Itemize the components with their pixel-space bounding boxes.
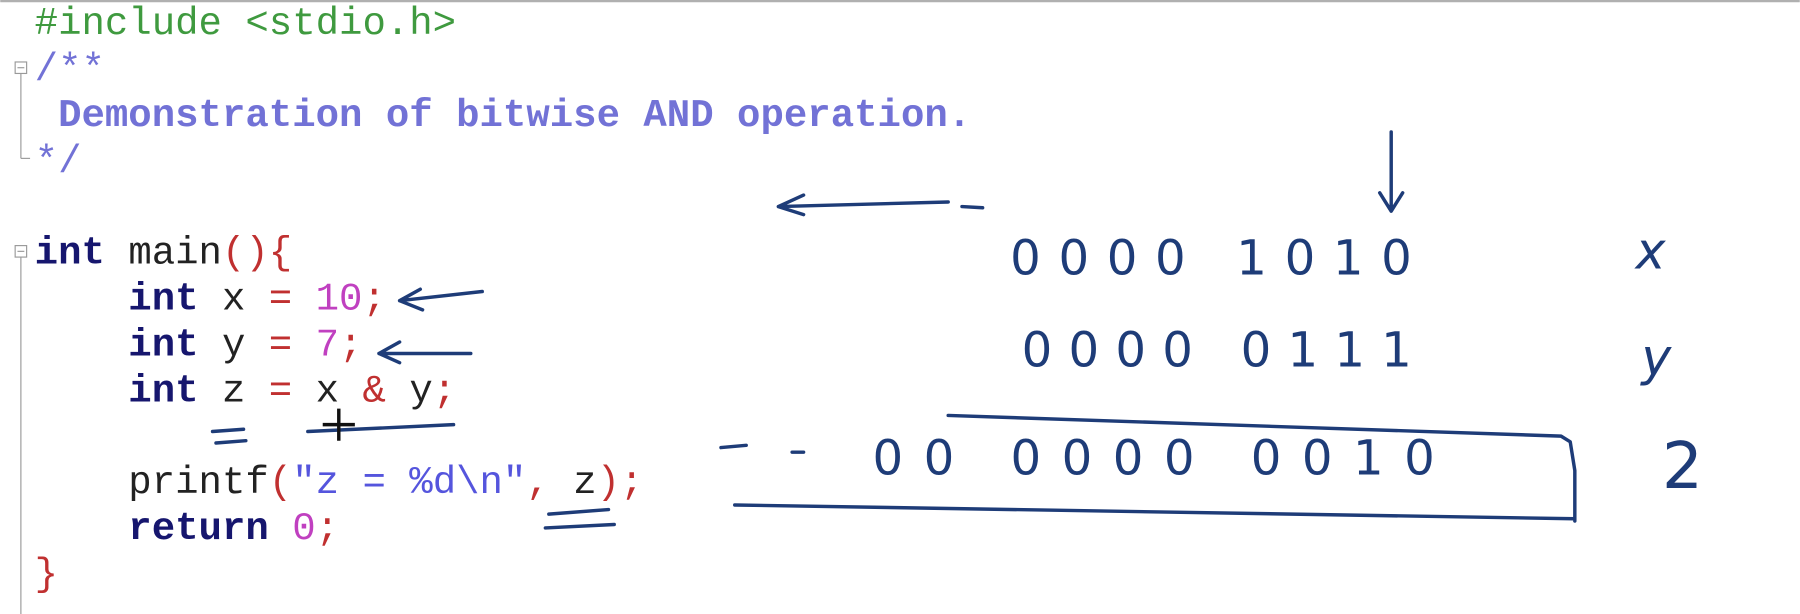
code-token: Demonstration of bitwise AND operation. <box>35 94 972 138</box>
code-token: ; <box>339 324 362 368</box>
code-line: int y = 7; <box>35 324 363 368</box>
code-token: } <box>35 553 58 597</box>
code-token: printf <box>35 461 269 505</box>
code-token: "z = %d\n" <box>292 461 526 505</box>
code-line: */ <box>35 140 82 184</box>
code-token: ; <box>433 370 456 414</box>
underline-expr <box>210 422 456 445</box>
arrow-left <box>776 193 985 217</box>
cursor <box>322 408 355 441</box>
y-bits: 0000 0111 <box>1022 322 1412 378</box>
code-token: ( <box>269 461 292 505</box>
code-token: y <box>199 324 269 368</box>
code-line: int main(){ <box>35 232 293 276</box>
code-token: int <box>35 324 199 368</box>
code-token: z <box>550 461 597 505</box>
code-token: (){ <box>222 232 292 276</box>
code-line: int x = 10; <box>35 278 386 322</box>
code-token: = <box>269 370 292 414</box>
code-token: 0 <box>269 507 316 551</box>
arrow-y <box>377 340 473 365</box>
code-token: #include <stdio.h> <box>35 2 456 46</box>
result-box <box>733 413 1577 523</box>
code-token: = <box>269 324 292 368</box>
code-token: 7 <box>292 324 339 368</box>
code-token: ); <box>597 461 644 505</box>
code-token: = <box>269 278 292 322</box>
code-line: } <box>35 553 58 597</box>
underline-z <box>543 507 616 530</box>
code-token: */ <box>35 140 82 184</box>
code-token: main <box>105 232 222 276</box>
code-token: ; <box>316 507 339 551</box>
code-token: int <box>35 278 199 322</box>
code-token: y <box>386 370 433 414</box>
y-label: y <box>1639 328 1672 387</box>
arrow-down <box>1378 130 1405 213</box>
code-token: x <box>292 370 362 414</box>
fold-markers <box>14 61 31 614</box>
code-token: z <box>199 370 269 414</box>
code-line: #include <stdio.h> <box>35 2 456 46</box>
code-token: x <box>199 278 269 322</box>
code-token: & <box>362 370 385 414</box>
code-area: #include <stdio.h>/** Demonstration of b… <box>35 2 972 597</box>
code-line: Demonstration of bitwise AND operation. <box>35 94 972 138</box>
x-bits: 0000 1010 <box>1010 231 1412 287</box>
code-line: return 0; <box>35 507 339 551</box>
ink-dashes <box>719 443 806 454</box>
code-token: int <box>35 232 105 276</box>
z-label: 2 <box>1662 429 1703 504</box>
code-token: 10 <box>292 278 362 322</box>
code-token: /** <box>35 48 105 92</box>
code-line: /** <box>35 48 105 92</box>
code-token: , <box>526 461 549 505</box>
code-line: printf("z = %d\n", z); <box>35 461 644 505</box>
code-token: return <box>35 507 269 551</box>
arrow-x <box>397 287 484 312</box>
x-label: x <box>1634 221 1667 280</box>
code-token: ; <box>362 278 385 322</box>
code-token: int <box>35 370 199 414</box>
code-line: int z = x & y; <box>35 370 456 414</box>
